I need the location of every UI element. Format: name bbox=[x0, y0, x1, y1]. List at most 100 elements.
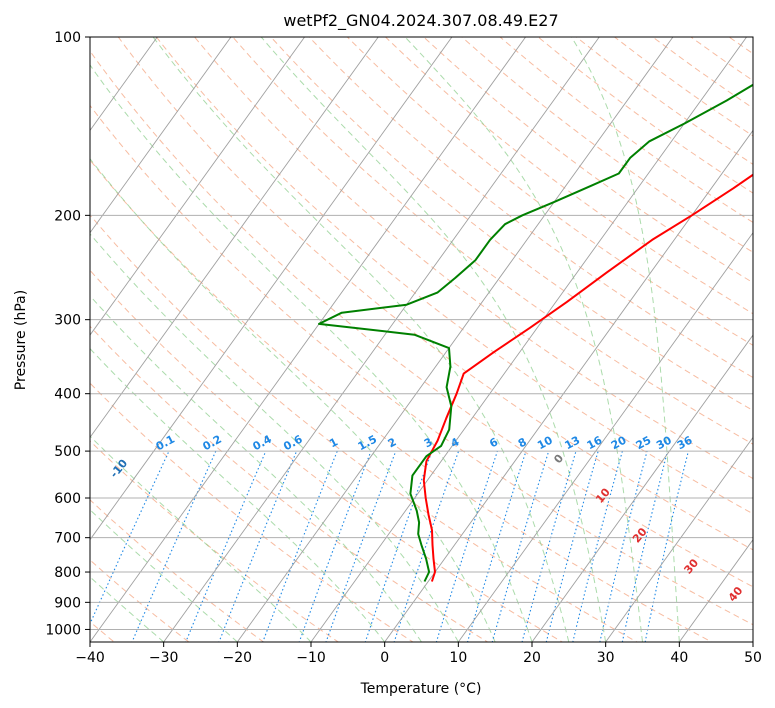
mixing-ratio-line bbox=[545, 450, 599, 642]
moist-adiabat-line bbox=[90, 347, 386, 642]
y-tick-label: 800 bbox=[54, 565, 81, 581]
dry-adiabat-line bbox=[90, 104, 753, 626]
mixing-ratio-label: 0.4 bbox=[251, 432, 275, 453]
dry-adiabat-line bbox=[90, 325, 489, 642]
moist-adiabat-line bbox=[90, 435, 312, 642]
mixing-ratio-line bbox=[572, 450, 623, 642]
isotherm-line bbox=[457, 231, 753, 642]
mixing-ratio-line bbox=[435, 450, 498, 642]
y-tick-label: 200 bbox=[54, 208, 81, 224]
mixing-ratio-line bbox=[364, 450, 433, 642]
dewpoint-profile-line bbox=[318, 83, 753, 582]
x-axis: −40 −30 −20 −10 0 10 20 30 40 50 bbox=[75, 642, 762, 666]
mixing-ratio-label: 30 bbox=[654, 433, 674, 452]
y-tick-label: 600 bbox=[54, 491, 81, 507]
plot-area: 0.10.20.40.611.52346810131620253036-100-… bbox=[5, 37, 753, 642]
isotherm-line bbox=[163, 37, 600, 642]
line-labels: 0.10.20.40.611.52346810131620253036-100-… bbox=[5, 415, 746, 604]
dry-adiabat-line bbox=[90, 269, 564, 642]
x-tick-label: −10 bbox=[296, 650, 326, 666]
mixing-ratio-label: 25 bbox=[634, 434, 654, 453]
y-tick-label: 1000 bbox=[45, 622, 81, 638]
moist-adiabats bbox=[90, 37, 680, 642]
moist-adiabat-label: 20 bbox=[630, 525, 650, 545]
mixing-ratio-line bbox=[621, 450, 669, 642]
isotherm-line bbox=[90, 37, 306, 336]
moist-adiabat-line bbox=[570, 37, 680, 642]
y-tick-label: 900 bbox=[54, 595, 81, 611]
dry-adiabat-line bbox=[90, 214, 639, 642]
moist-adiabat-line bbox=[90, 233, 459, 642]
isotherm-line bbox=[752, 641, 753, 642]
y-tick-label: 100 bbox=[54, 30, 81, 46]
isotherm-line bbox=[90, 37, 379, 439]
moist-adiabat-line bbox=[260, 37, 607, 642]
isotherm-line bbox=[90, 37, 527, 642]
moist-adiabat-line bbox=[90, 509, 238, 642]
dry-adiabat-line bbox=[537, 37, 753, 194]
dry-adiabat-line bbox=[117, 37, 753, 551]
x-tick-label: −30 bbox=[149, 650, 179, 666]
y-axis: 1000 900 800 700 600 500 400 300 200 100 bbox=[45, 30, 90, 638]
dry-adiabat-label: -20 bbox=[5, 415, 28, 439]
moist-adiabat-line bbox=[90, 157, 496, 642]
dry-adiabat-line bbox=[90, 440, 340, 642]
x-tick-label: −20 bbox=[223, 650, 253, 666]
dry-adiabat-line bbox=[384, 37, 753, 315]
y-tick-label: 300 bbox=[54, 313, 81, 329]
dry-adiabat-line bbox=[613, 37, 753, 137]
isotherm-line bbox=[605, 436, 753, 642]
isotherm-line bbox=[236, 37, 674, 642]
pressure-gridlines bbox=[90, 37, 753, 630]
mixing-ratio-label: 2 bbox=[386, 435, 399, 450]
dry-adiabat-line bbox=[308, 37, 753, 379]
y-tick-label: 700 bbox=[54, 531, 81, 547]
moist-adiabat-line bbox=[90, 64, 533, 642]
isotherm-line bbox=[531, 334, 753, 642]
dry-adiabat-line bbox=[90, 159, 713, 642]
isotherm-line bbox=[90, 37, 232, 234]
dry-adiabat-line bbox=[90, 382, 414, 642]
mixing-ratio-line bbox=[521, 450, 577, 642]
isotherm-line bbox=[310, 37, 748, 642]
dry-adiabat-line bbox=[651, 37, 753, 109]
mixing-ratio-line bbox=[185, 450, 267, 642]
isotherm-line bbox=[90, 37, 158, 132]
x-tick-label: −40 bbox=[75, 650, 105, 666]
x-tick-label: 0 bbox=[380, 650, 389, 666]
moist-adiabat-line bbox=[152, 37, 570, 642]
mixing-ratio-line bbox=[262, 450, 338, 642]
moist-adiabat-line bbox=[90, 295, 422, 642]
moist-adiabat-line bbox=[90, 576, 165, 642]
mixing-ratio-line bbox=[90, 450, 170, 626]
temperature-profile-line bbox=[422, 173, 753, 582]
mixing-ratio-line bbox=[298, 450, 372, 642]
dry-adiabat-line bbox=[193, 37, 753, 480]
mixing-ratio-line bbox=[131, 450, 217, 642]
dry-adiabat-line bbox=[346, 37, 753, 346]
dry-adiabat-line bbox=[90, 499, 265, 642]
mixing-ratio-label: 13 bbox=[563, 434, 583, 453]
moist-adiabat-label: 40 bbox=[726, 584, 746, 604]
plot-frame bbox=[89, 36, 754, 643]
mixing-ratio-label: 0.1 bbox=[154, 433, 177, 454]
chart-title: wetPf2_GN04.2024.307.08.49.E27 bbox=[283, 11, 558, 31]
isotherms bbox=[90, 37, 753, 642]
moist-adiabat-label: 0 bbox=[551, 452, 566, 466]
x-axis-label: Temperature (°C) bbox=[360, 681, 482, 697]
mixing-ratio-line bbox=[599, 450, 648, 642]
y-tick-label: 400 bbox=[54, 387, 81, 403]
mixing-ratio-label: 20 bbox=[609, 433, 629, 452]
x-tick-label: 20 bbox=[523, 650, 541, 666]
mixing-ratio-label: 10 bbox=[535, 433, 555, 452]
y-tick-label: 500 bbox=[54, 444, 81, 460]
mixing-ratio-label: 16 bbox=[585, 433, 605, 452]
mixing-ratio-lines bbox=[90, 450, 689, 642]
mixing-ratio-label: 36 bbox=[675, 433, 695, 452]
dry-adiabat-line bbox=[423, 37, 753, 284]
dry-adiabat-label: -10 bbox=[108, 457, 131, 481]
isotherm-line bbox=[384, 129, 753, 642]
isotherm-line bbox=[678, 538, 753, 642]
dry-adiabats bbox=[90, 37, 753, 642]
